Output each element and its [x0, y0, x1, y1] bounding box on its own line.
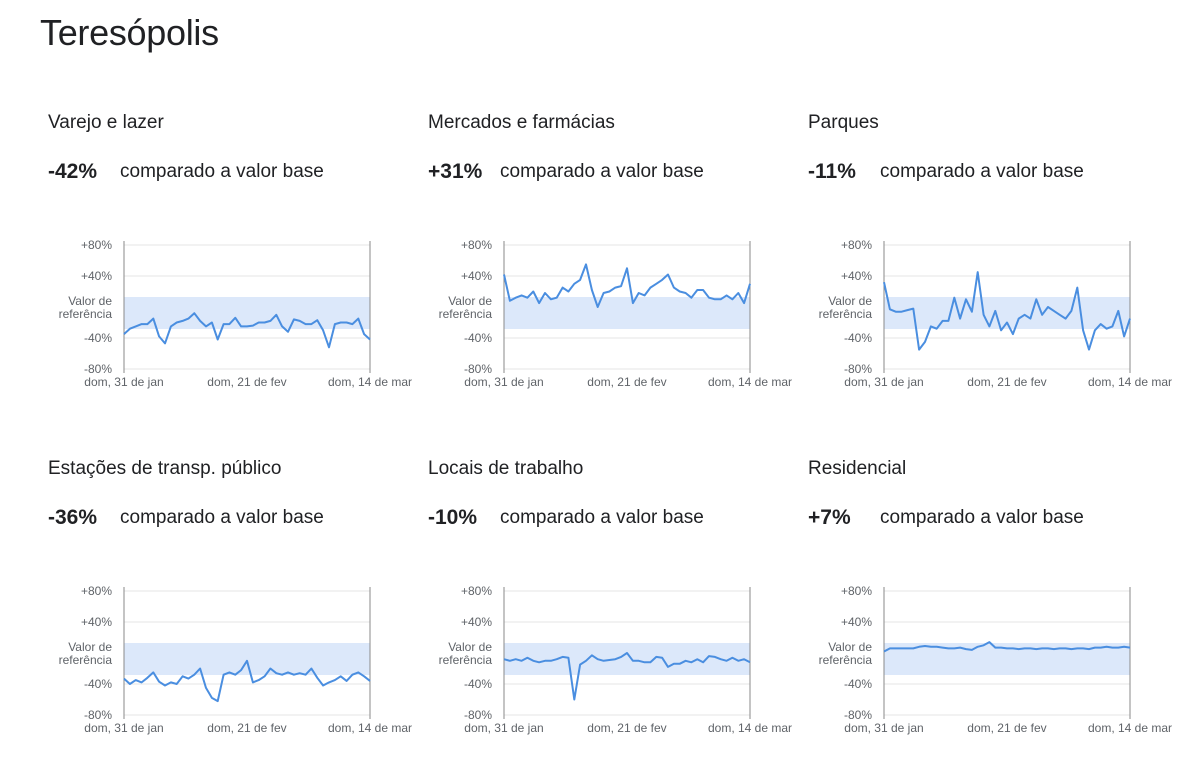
x-tick-label: dom, 21 de fev — [587, 375, 666, 389]
y-tick-label: +40% — [461, 615, 492, 629]
baseline-band — [124, 643, 370, 675]
series-line — [123, 659, 371, 703]
baseline-label: Valor de — [448, 294, 492, 308]
x-tick-label: dom, 14 de mar — [708, 721, 792, 735]
y-tick-label: -80% — [844, 708, 872, 722]
x-tick-label: dom, 31 de jan — [84, 375, 163, 389]
change-value: +31% — [428, 160, 483, 183]
chart-title: Varejo e lazer — [48, 112, 164, 133]
chart-panel: Mercados e farmácias +31% comparado a valo… — [420, 112, 800, 432]
x-tick-label: dom, 31 de jan — [844, 375, 923, 389]
chart-panel: Estações de transp. público -36% comparado… — [40, 458, 420, 778]
chart-title: Mercados e farmácias — [428, 112, 615, 133]
baseline-label: referência — [819, 307, 873, 321]
y-tick-label: -40% — [844, 677, 872, 691]
change-label: comparado a valor base — [500, 161, 704, 182]
y-tick-label: +40% — [461, 269, 492, 283]
change-value: +7% — [808, 506, 851, 529]
y-tick-label: -40% — [464, 677, 492, 691]
change-value: -11% — [808, 160, 856, 183]
x-tick-label: dom, 21 de fev — [587, 721, 666, 735]
page-title: Teresópolis — [40, 12, 219, 53]
baseline-label: Valor de — [828, 294, 872, 308]
x-tick-label: dom, 31 de jan — [84, 721, 163, 735]
baseline-label: referência — [59, 653, 113, 667]
y-tick-label: -40% — [84, 331, 112, 345]
change-value: -10% — [428, 506, 478, 529]
y-tick-label: -80% — [464, 708, 492, 722]
baseline-label: referência — [439, 307, 493, 321]
series-line — [883, 271, 1131, 351]
baseline-label: referência — [59, 307, 113, 321]
x-tick-label: dom, 21 de fev — [967, 375, 1046, 389]
x-tick-label: dom, 21 de fev — [207, 375, 286, 389]
chart-panel: Locais de trabalho -10% comparado a valor … — [420, 458, 800, 778]
change-label: comparado a valor base — [120, 161, 324, 182]
x-tick-label: dom, 14 de mar — [708, 375, 792, 389]
y-tick-label: +40% — [81, 269, 112, 283]
series-line — [123, 312, 371, 349]
chart-title: Locais de trabalho — [428, 458, 584, 479]
y-tick-label: +80% — [841, 238, 872, 252]
baseline-band — [504, 643, 750, 675]
x-tick-label: dom, 14 de mar — [1088, 721, 1172, 735]
y-tick-label: -80% — [84, 708, 112, 722]
y-tick-label: +80% — [461, 584, 492, 598]
x-tick-label: dom, 21 de fev — [207, 721, 286, 735]
x-tick-label: dom, 14 de mar — [328, 721, 412, 735]
baseline-band — [124, 297, 370, 329]
change-label: comparado a valor base — [500, 507, 704, 528]
chart-panel: Parques -11% comparado a valor base +80% +40… — [800, 112, 1180, 432]
change-label: comparado a valor base — [880, 507, 1084, 528]
x-tick-label: dom, 31 de jan — [464, 375, 543, 389]
series-line — [883, 641, 1131, 653]
baseline-label: Valor de — [448, 640, 492, 654]
chart-title: Residencial — [808, 458, 907, 479]
baseline-label: referência — [439, 653, 493, 667]
baseline-label: Valor de — [68, 640, 112, 654]
x-tick-label: dom, 14 de mar — [1088, 375, 1172, 389]
x-tick-label: dom, 14 de mar — [328, 375, 412, 389]
y-tick-label: -40% — [464, 331, 492, 345]
change-label: comparado a valor base — [120, 507, 324, 528]
baseline-label: referência — [819, 653, 873, 667]
chart-title: Parques — [808, 112, 879, 133]
y-tick-label: -80% — [464, 362, 492, 376]
y-tick-label: +80% — [841, 584, 872, 598]
y-tick-label: -40% — [84, 677, 112, 691]
chart-panel: Residencial +7% comparado a valor base +80%… — [800, 458, 1180, 778]
y-tick-label: +40% — [81, 615, 112, 629]
baseline-label: Valor de — [68, 294, 112, 308]
change-label: comparado a valor base — [880, 161, 1084, 182]
x-tick-label: dom, 31 de jan — [844, 721, 923, 735]
y-tick-label: +40% — [841, 615, 872, 629]
baseline-band — [504, 297, 750, 329]
chart-title: Estações de transp. público — [48, 458, 282, 479]
x-tick-label: dom, 21 de fev — [967, 721, 1046, 735]
change-value: -36% — [48, 506, 98, 529]
y-tick-label: -40% — [844, 331, 872, 345]
change-value: -42% — [48, 160, 98, 183]
x-tick-label: dom, 31 de jan — [464, 721, 543, 735]
y-tick-label: +80% — [461, 238, 492, 252]
chart-panel: Varejo e lazer -42% comparado a valor base… — [40, 112, 420, 432]
baseline-label: Valor de — [828, 640, 872, 654]
series-line — [503, 652, 751, 701]
series-line — [503, 263, 751, 308]
y-tick-label: -80% — [84, 362, 112, 376]
y-tick-label: +40% — [841, 269, 872, 283]
y-tick-label: +80% — [81, 584, 112, 598]
y-tick-label: -80% — [844, 362, 872, 376]
y-tick-label: +80% — [81, 238, 112, 252]
